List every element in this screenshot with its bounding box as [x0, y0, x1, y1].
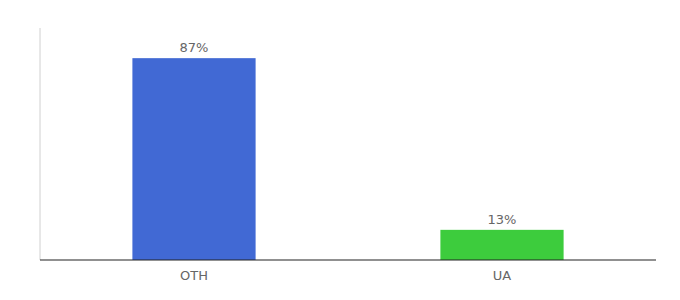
- x-tick-label: OTH: [180, 268, 208, 283]
- x-axis-line: [40, 259, 656, 260]
- chart: 87% 13% OTH UA: [0, 0, 680, 300]
- y-axis-line: [40, 28, 41, 260]
- x-tick-label: UA: [493, 268, 512, 283]
- data-label: 87%: [180, 40, 209, 55]
- chart-container: 87% 13% OTH UA: [0, 0, 680, 300]
- data-label: 13%: [488, 212, 517, 227]
- bars: [132, 58, 563, 260]
- bar: [440, 230, 563, 260]
- bar: [132, 58, 255, 260]
